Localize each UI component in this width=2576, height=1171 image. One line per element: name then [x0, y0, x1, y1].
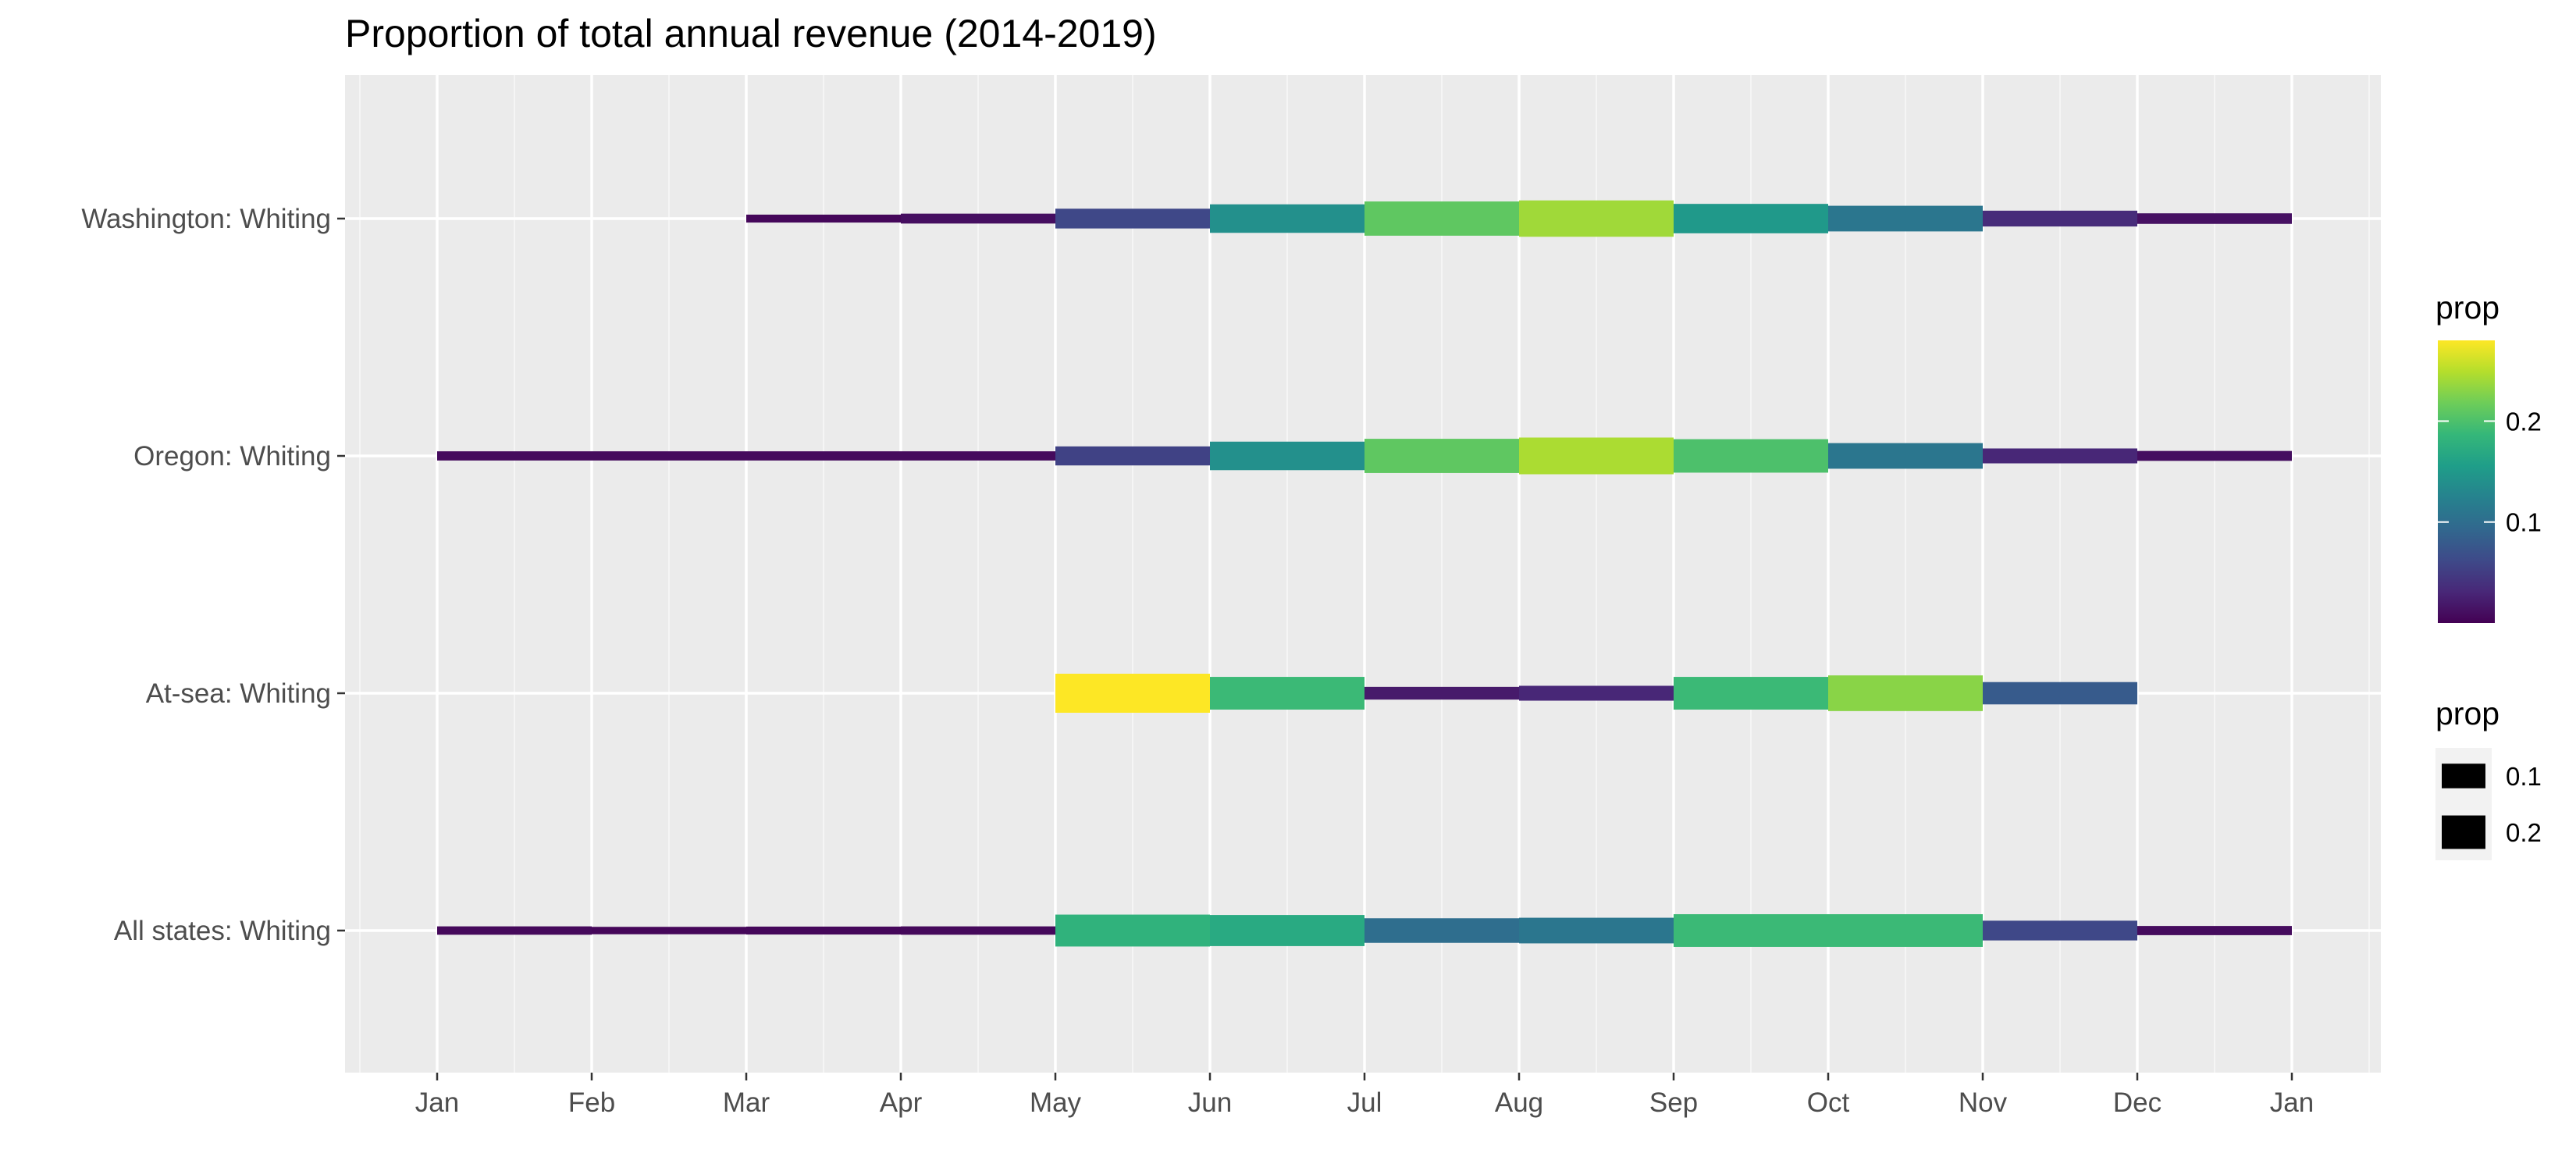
series-row [437, 437, 2292, 475]
size-legend-keys: 0.1 0.2 [2435, 748, 2542, 860]
x-tick-label: Jun [1188, 1087, 1232, 1118]
revenue-segment [1055, 674, 1210, 713]
x-tick-label: Jul [1347, 1087, 1382, 1118]
chart-title: Proportion of total annual revenue (2014… [345, 12, 1157, 55]
size-key-swatch [2442, 763, 2485, 788]
revenue-segment [1364, 201, 1519, 236]
revenue-segment [746, 451, 901, 461]
revenue-segment [1210, 915, 1364, 946]
size-key-label: 0.2 [2506, 818, 2542, 847]
segment-layer [437, 200, 2292, 947]
size-key-label: 0.1 [2506, 762, 2542, 791]
x-tick-label: Apr [880, 1087, 923, 1118]
x-axis: Jan Feb Mar Apr May Jun Jul Aug Sep Oct Nov Dec Jan [415, 1073, 2314, 1118]
revenue-segment [1519, 917, 1674, 944]
revenue-segment [1519, 200, 1674, 237]
colorbar [2438, 340, 2495, 623]
revenue-segment [901, 926, 1055, 935]
revenue-segment [1983, 448, 2137, 464]
x-tick-label: Nov [1959, 1087, 2008, 1118]
revenue-segment [437, 451, 592, 461]
revenue-segment [1674, 677, 1828, 710]
x-tick-label: Mar [723, 1087, 770, 1118]
revenue-segment [592, 927, 746, 934]
color-legend: prop 0.1 0.2 [2435, 290, 2542, 623]
revenue-segment [746, 214, 901, 223]
revenue-segment [1364, 439, 1519, 473]
revenue-segment [592, 451, 746, 461]
y-axis: Washington: Whiting Oregon: Whiting At-sea… [81, 204, 345, 946]
x-tick-label: Jan [2270, 1087, 2314, 1118]
series-row [1055, 674, 2137, 713]
revenue-segment [1674, 204, 1828, 233]
x-tick-label: Oct [1807, 1087, 1850, 1118]
revenue-segment [1364, 918, 1519, 943]
revenue-segment [1364, 686, 1519, 700]
revenue-segment [1210, 204, 1364, 233]
revenue-segment [746, 926, 901, 935]
y-tick-label: At-sea: Whiting [146, 678, 331, 709]
revenue-segment [1210, 677, 1364, 710]
x-tick-label: Aug [1495, 1087, 1543, 1118]
revenue-segment [901, 213, 1055, 224]
series-row [746, 200, 2292, 237]
revenue-segment [1519, 685, 1674, 701]
x-tick-label: Feb [568, 1087, 615, 1118]
revenue-segment [1519, 437, 1674, 475]
revenue-segment [1983, 682, 2137, 705]
revenue-segment [1055, 208, 1210, 229]
colorbar-label: 0.1 [2506, 508, 2542, 537]
colorbar-label: 0.2 [2506, 407, 2542, 436]
revenue-segment [2137, 450, 2292, 461]
revenue-segment [1055, 446, 1210, 466]
x-tick-label: Dec [2113, 1087, 2161, 1118]
size-legend: prop 0.1 0.2 [2435, 696, 2542, 860]
revenue-segment [1674, 439, 1828, 473]
x-tick-label: Sep [1649, 1087, 1698, 1118]
revenue-segment [437, 926, 592, 935]
revenue-segment [1828, 443, 1983, 469]
revenue-segment [2137, 213, 2292, 224]
y-tick-label: Oregon: Whiting [133, 441, 331, 472]
x-tick-label: Jan [415, 1087, 459, 1118]
plot-panel [345, 75, 2381, 1073]
revenue-segment [2137, 926, 2292, 935]
revenue-segment [1055, 914, 1210, 947]
revenue-segment [1828, 914, 1983, 947]
color-legend-title: prop [2435, 290, 2500, 326]
y-tick-label: All states: Whiting [114, 916, 331, 946]
colorbar-ticks: 0.1 0.2 [2438, 407, 2542, 537]
revenue-segment [1674, 914, 1828, 947]
revenue-segment [1983, 920, 2137, 941]
revenue-segment [1828, 675, 1983, 711]
revenue-segment [1210, 441, 1364, 471]
size-key-swatch [2442, 815, 2485, 849]
series-row [437, 914, 2292, 947]
revenue-segment [1983, 210, 2137, 227]
y-tick-label: Washington: Whiting [81, 204, 331, 234]
x-tick-label: May [1030, 1087, 1082, 1118]
revenue-segment [901, 451, 1055, 461]
size-legend-title: prop [2435, 696, 2500, 731]
revenue-segment [1828, 205, 1983, 232]
